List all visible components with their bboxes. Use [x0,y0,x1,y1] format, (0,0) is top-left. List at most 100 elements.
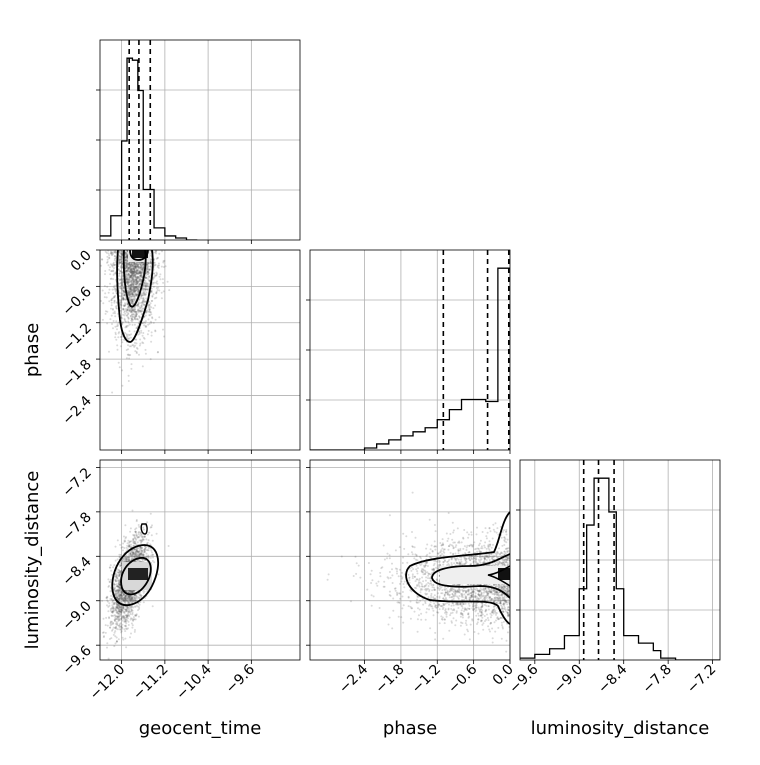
scatter-point [143,529,145,531]
scatter-point [152,605,154,607]
scatter-point [116,640,118,642]
scatter-point [140,547,142,549]
scatter-point [132,591,134,593]
scatter-point [147,278,149,280]
scatter-point [136,556,138,558]
scatter-point [111,315,113,317]
scatter-point [106,311,108,313]
scatter-point [150,557,152,559]
scatter-point [125,611,127,613]
scatter-point [121,322,123,324]
scatter-point [136,293,138,295]
scatter-point [403,548,405,550]
scatter-point [137,304,139,306]
scatter-point [144,291,146,293]
scatter-point [120,345,122,347]
scatter-point [148,532,150,534]
scatter-point [109,273,111,275]
scatter-point [127,613,129,615]
scatter-point [135,281,137,283]
scatter-point [148,557,150,559]
scatter-point [163,336,165,338]
scatter-point [445,614,447,616]
scatter-point [436,596,438,598]
scatter-point [126,314,128,316]
scatter-point [134,543,136,545]
scatter-point [132,619,134,621]
scatter-point [158,253,160,255]
scatter-point [123,294,125,296]
scatter-point [120,282,122,284]
scatter-point [141,550,143,552]
scatter-point [142,590,144,592]
scatter-point [143,288,145,290]
scatter-point [149,304,151,306]
scatter-point [130,315,132,317]
histogram-step-luminosity_distance [520,478,720,660]
scatter-point [417,567,419,569]
scatter-point [128,337,130,339]
scatter-point [116,612,118,614]
scatter-point [130,368,132,370]
scatter-point [156,287,158,289]
scatter-point [402,562,404,564]
scatter-point [130,613,132,615]
scatter-point [142,527,144,529]
scatter-point [121,299,123,301]
scatter-point [142,332,144,334]
scatter-point [132,265,134,267]
scatter-point [145,349,147,351]
scatter-point [109,266,111,268]
scatter-point [108,351,110,353]
scatter-point [137,541,139,543]
scatter-point [121,293,123,295]
scatter-point [379,572,381,574]
panel-content [100,460,300,660]
scatter-point [116,344,118,346]
scatter-point [121,302,123,304]
scatter-point [114,630,116,632]
panel-content [100,40,300,240]
scatter-point [131,627,133,629]
scatter-point [131,623,133,625]
panel-content [520,460,720,660]
scatter-point [153,282,155,284]
scatter-point [328,573,330,575]
scatter-point [143,324,145,326]
scatter-point [126,606,128,608]
scatter-point [108,617,110,619]
scatter-point [125,321,127,323]
scatter-point [492,538,494,540]
scatter-point [443,555,445,557]
scatter-point [130,610,132,612]
scatter-point [109,627,111,629]
scatter-point [107,578,109,580]
scatter-point [122,549,124,551]
scatter-point [425,611,427,613]
scatter-point [121,339,123,341]
scatter-point [117,628,119,630]
scatter-point [111,323,113,325]
scatter-point [113,320,115,322]
scatter-point [132,510,134,512]
scatter-point [137,290,139,292]
scatter-point [431,589,433,591]
scatter-point [106,322,108,324]
scatter-point [118,605,120,607]
scatter-point [130,544,132,546]
scatter-point [136,519,138,521]
scatter-point [103,631,105,633]
scatter-point [114,258,116,260]
scatter-point [130,271,132,273]
scatter-point [131,302,133,304]
scatter-point [130,633,132,635]
scatter-point [129,275,131,277]
scatter-point [108,254,110,256]
scatter-point [110,263,112,265]
scatter-point [115,590,117,592]
scatter-point [102,290,104,292]
scatter-point [461,622,463,624]
scatter-point [455,544,457,546]
scatter-point [132,294,134,296]
scatter-point [125,270,127,272]
